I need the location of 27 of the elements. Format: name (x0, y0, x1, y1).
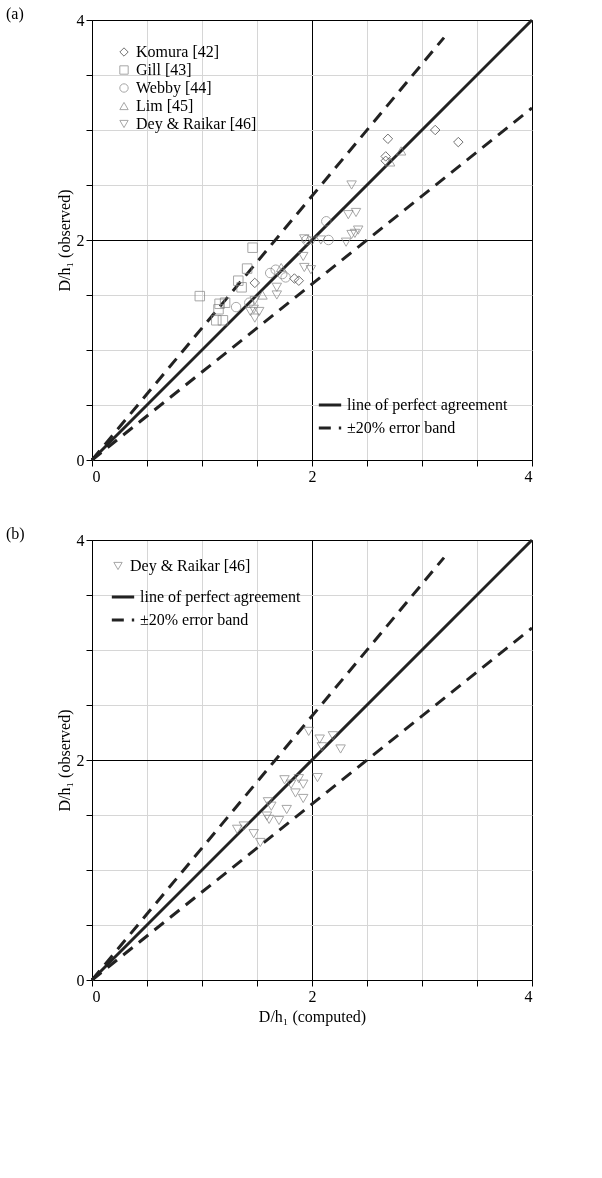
x-tick-label: 0 (92, 467, 101, 485)
legend-label: Dey & Raikar [46] (130, 557, 251, 575)
legend-label: ±20% error band (140, 611, 249, 628)
legend-label: Lim [45] (136, 97, 194, 114)
chart-title: (a) (6, 5, 24, 23)
y-tick-label: 4 (76, 11, 85, 29)
chart-title: (b) (6, 525, 25, 543)
x-tick-label: 2 (308, 987, 317, 1005)
y-tick-label: 4 (76, 531, 85, 549)
x-tick-label: 4 (524, 467, 533, 485)
y-tick-label: 0 (76, 451, 85, 469)
legend-label: Gill [43] (136, 61, 192, 78)
x-tick-label: 2 (308, 467, 317, 485)
legend-label: Webby [44] (136, 79, 212, 97)
y-tick-label: 2 (76, 751, 85, 769)
x-axis-title: D/h₁ (computed) (258, 1007, 367, 1026)
x-tick-label: 0 (92, 987, 101, 1005)
x-tick-label: 4 (524, 987, 533, 1005)
y-tick-label: 2 (76, 231, 85, 249)
legend-label: line of perfect agreement (140, 588, 301, 606)
y-tick-label: 0 (76, 971, 85, 989)
y-axis-title: D/h₁ (observed) (55, 189, 74, 292)
legend-label: Komura [42] (136, 43, 220, 60)
y-axis-title: D/h₁ (observed) (55, 709, 74, 812)
legend-label: ±20% error band (347, 419, 456, 436)
legend-label: line of perfect agreement (347, 396, 508, 414)
legend-label: Dey & Raikar [46] (136, 115, 257, 133)
